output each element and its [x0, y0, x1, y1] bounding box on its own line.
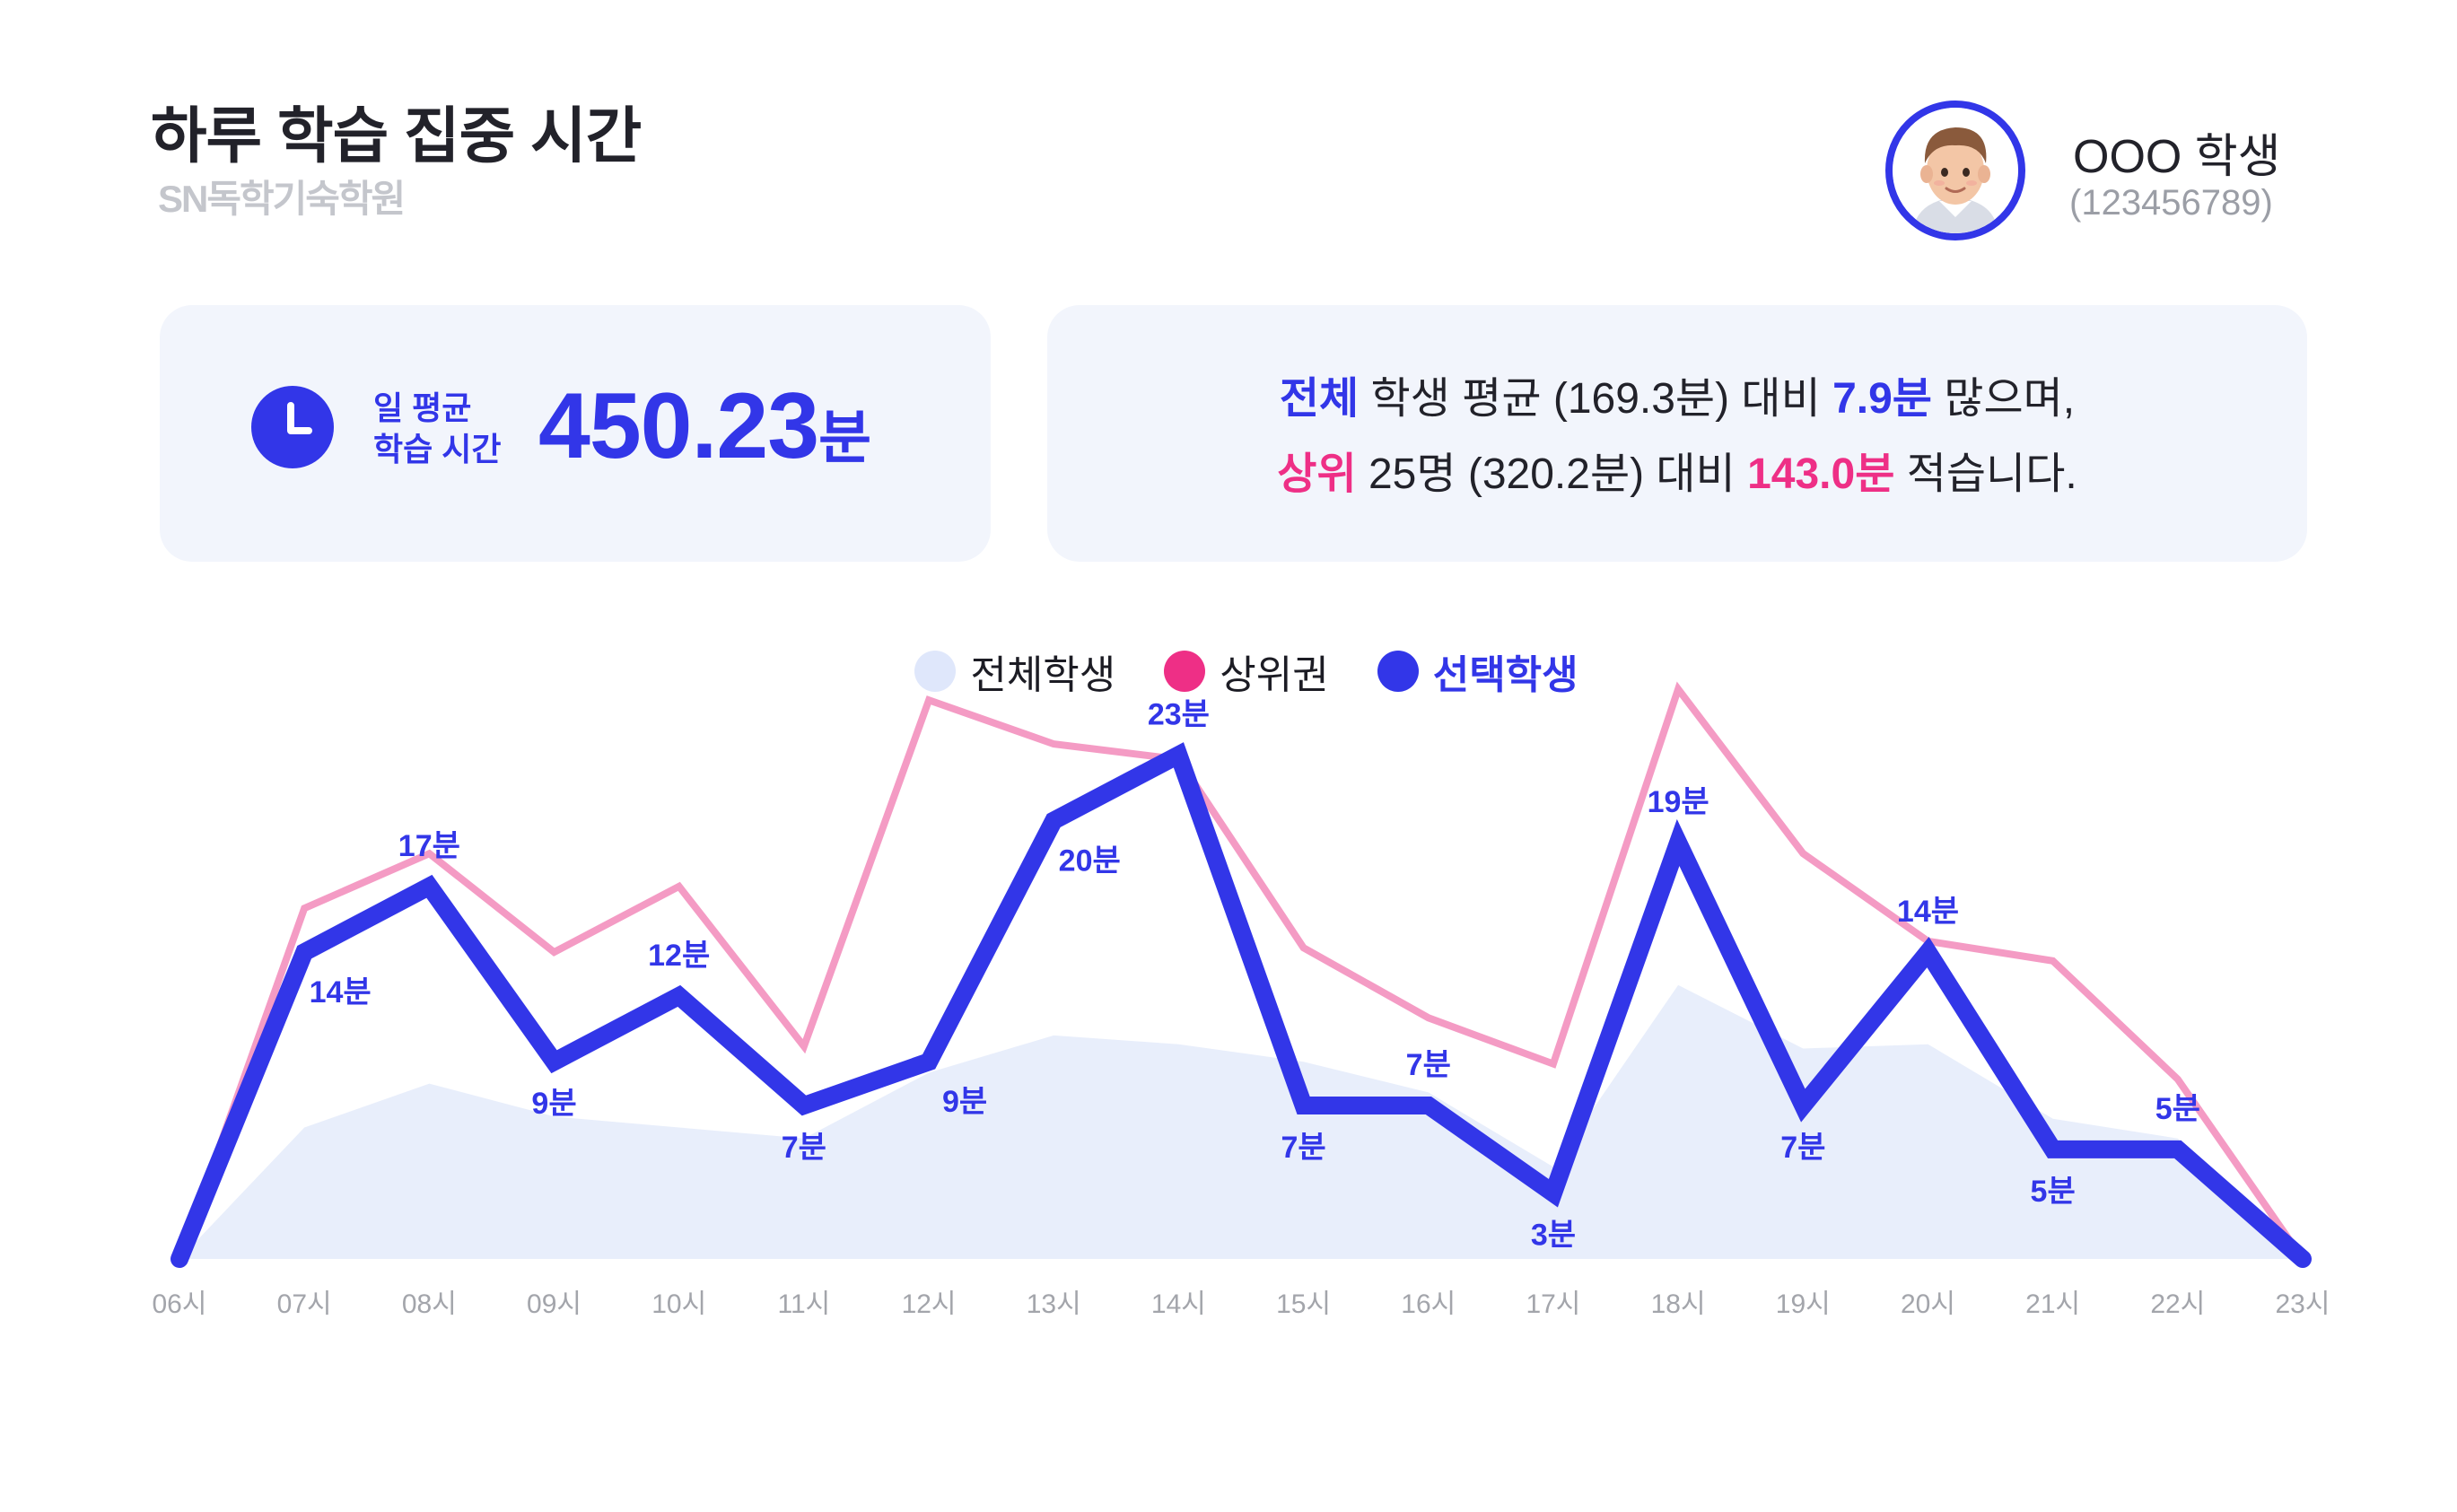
comparison-all-text: 학생 평균 (169.3분) 대비 — [1359, 375, 1833, 423]
clock-icon — [251, 386, 334, 468]
data-label: 5분 — [2031, 1175, 2076, 1209]
data-label: 17분 — [398, 829, 460, 863]
data-label: 7분 — [1780, 1131, 1825, 1165]
average-unit: 분 — [818, 406, 871, 470]
data-label: 12분 — [648, 939, 710, 973]
legend-label-all: 전체학생 — [970, 653, 1116, 697]
x-tick-label: 16시 — [1401, 1289, 1456, 1319]
comparison-card: 전체 학생 평균 (169.3분) 대비 7.9분 많으며, 상위 25명 (3… — [1047, 305, 2307, 562]
data-label: 19분 — [1648, 785, 1709, 819]
data-label: 3분 — [1531, 1219, 1576, 1253]
page-title: 하루 학습 집중 시간 — [151, 102, 642, 170]
average-time-card: 일 평균 학습 시간 450.23분 — [160, 305, 991, 562]
data-label: 7분 — [1406, 1048, 1451, 1082]
average-label: 일 평균 학습 시간 — [373, 388, 501, 470]
legend-dot-selected — [1377, 651, 1419, 692]
legend-label-top: 상위권 — [1220, 653, 1329, 697]
comparison-line-all: 전체 학생 평균 (169.3분) 대비 7.9분 많으며, — [1047, 363, 2307, 425]
x-tick-label: 13시 — [1027, 1289, 1081, 1319]
x-tick-label: 11시 — [778, 1289, 831, 1319]
comparison-top-text: 25명 (320.2분) 대비 — [1356, 450, 1748, 498]
data-label: 14분 — [310, 975, 372, 1009]
x-tick-label: 17시 — [1526, 1289, 1580, 1319]
x-tick-label: 09시 — [527, 1289, 581, 1319]
data-label: 23분 — [1148, 697, 1210, 731]
x-tick-label: 19시 — [1776, 1289, 1831, 1319]
legend-item-all[interactable]: 전체학생 — [914, 642, 1115, 700]
x-tick-label: 10시 — [651, 1289, 706, 1319]
legend-item-top[interactable]: 상위권 — [1164, 642, 1329, 700]
data-label: 9분 — [942, 1085, 987, 1119]
x-tick-label: 07시 — [277, 1289, 332, 1319]
legend-item-selected[interactable]: 선택학생 — [1377, 642, 1578, 700]
average-label-line1: 일 평균 — [373, 389, 472, 426]
x-tick-label: 22시 — [2150, 1289, 2205, 1319]
average-number: 450.23 — [538, 374, 819, 478]
x-tick-label: 15시 — [1276, 1289, 1331, 1319]
x-tick-label: 23시 — [2276, 1289, 2330, 1319]
comparison-top-tail: 적습니다. — [1894, 450, 2077, 498]
comparison-line-top: 상위 25명 (320.2분) 대비 143.0분 적습니다. — [1047, 438, 2307, 501]
x-tick-label: 20시 — [1901, 1289, 1955, 1319]
data-label: 5분 — [2155, 1092, 2200, 1126]
data-label: 7분 — [1281, 1131, 1325, 1165]
student-name: OOO 학생 — [2073, 131, 2281, 183]
x-tick-label: 06시 — [153, 1289, 207, 1319]
avatar — [1885, 101, 2025, 240]
comparison-top-label: 상위 — [1277, 450, 1357, 498]
data-label: 7분 — [782, 1131, 826, 1165]
x-tick-label: 08시 — [402, 1289, 457, 1319]
average-label-line2: 학습 시간 — [373, 431, 502, 468]
chart-legend: 전체학생 상위권 선택학생 — [0, 642, 2457, 700]
x-tick-label: 21시 — [2025, 1289, 2080, 1319]
student-face-icon — [1893, 108, 2018, 233]
x-tick-label: 12시 — [902, 1289, 957, 1319]
comparison-all-label: 전체 — [1279, 375, 1360, 423]
x-tick-label: 18시 — [1651, 1289, 1706, 1319]
data-label: 14분 — [1897, 895, 1959, 929]
comparison-all-diff: 7.9분 — [1832, 375, 1932, 423]
data-label: 9분 — [531, 1087, 576, 1121]
legend-label-selected: 선택학생 — [1432, 653, 1578, 697]
x-tick-label: 14시 — [1151, 1289, 1206, 1319]
comparison-top-diff: 143.0분 — [1747, 450, 1895, 498]
series-top-line — [176, 681, 2306, 1262]
series-selected-line — [171, 742, 2312, 1268]
data-label: 20분 — [1059, 844, 1121, 878]
average-value: 450.23분 — [538, 373, 871, 480]
comparison-all-tail: 많으며, — [1931, 375, 2076, 423]
legend-dot-all — [914, 651, 957, 692]
brand-logo: SN독학기숙학원 — [158, 178, 406, 220]
student-id: (123456789) — [2069, 183, 2273, 223]
legend-dot-top — [1164, 651, 1206, 692]
